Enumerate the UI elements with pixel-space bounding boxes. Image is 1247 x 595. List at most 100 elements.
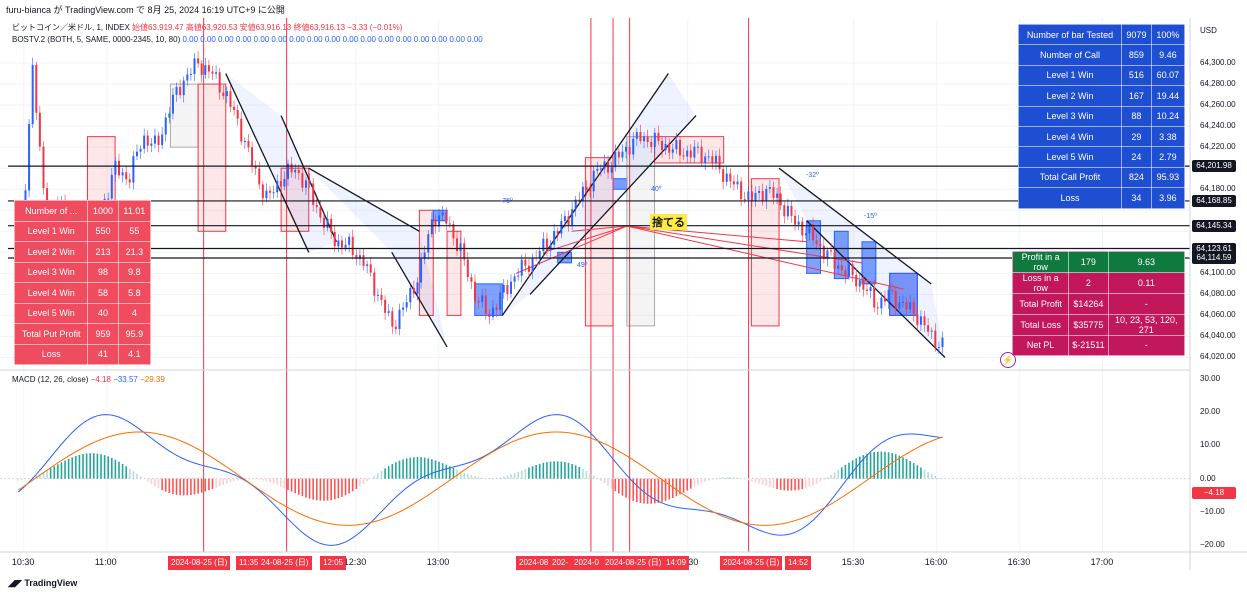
candle-body — [369, 264, 372, 273]
time-highlight-label: 2024-08-25 (日) — [602, 556, 665, 570]
time-tick-label: 13:00 — [426, 557, 450, 567]
profit-stat-row: Net PL $-21511- — [1011, 334, 1186, 356]
macd-histogram-bar — [837, 469, 840, 479]
profit-stat-label: Loss in a row — [1011, 272, 1070, 294]
macd-histogram-bar — [790, 478, 793, 491]
candle-body — [110, 174, 113, 199]
macd-histogram-bar — [236, 478, 239, 481]
channel-line — [806, 220, 946, 358]
candle-body — [585, 186, 588, 191]
candle-body — [812, 224, 815, 241]
macd-histogram-bar — [258, 478, 261, 480]
put-stat-pct: 9.8 — [117, 261, 152, 283]
annotation-arrow — [571, 225, 627, 232]
macd-histogram-bar — [636, 478, 638, 503]
signal-box — [889, 272, 918, 316]
macd-histogram-bar — [909, 460, 911, 479]
candle-body — [423, 252, 426, 259]
candle-body — [236, 109, 239, 119]
candle-body — [750, 191, 753, 201]
tradingview-logo[interactable]: ◢◤ TradingView — [8, 578, 77, 589]
macd-histogram-bar — [132, 471, 135, 479]
symbol-legend[interactable]: ビットコイン／米ドル, 1, INDEX 始値63,919.47 高値63,92… — [12, 22, 402, 33]
time-highlight-label: 14:09 — [663, 556, 690, 570]
candle-body — [153, 135, 156, 144]
macd-histogram-bar — [333, 478, 336, 500]
macd-histogram-bar — [477, 477, 480, 479]
macd-histogram-bar — [323, 478, 325, 501]
macd-histogram-bar — [28, 478, 30, 479]
candle-body — [725, 173, 728, 182]
macd-histogram-bar — [808, 478, 811, 487]
macd-histogram-bar — [373, 475, 376, 479]
candle-body — [240, 118, 243, 142]
candle-body — [189, 73, 192, 75]
indicator-legend[interactable]: BOSTV.2 (BOTH, 5, SAME, 0000-2345, 10, 8… — [12, 35, 483, 44]
time-tick-label: 17:00 — [1090, 557, 1114, 567]
candle-body — [553, 231, 556, 245]
indicator-name: BOSTV.2 (BOTH, 5, SAME, 0000-2345, 10, 8… — [12, 35, 181, 44]
time-tick-label: 10:30 — [11, 557, 35, 567]
macd-histogram-bar — [513, 473, 516, 479]
macd-tick-label: 20.00 — [1200, 407, 1221, 416]
macd-legend[interactable]: MACD (12, 26, close) −4.18 −33.57 −29.39 — [12, 375, 165, 384]
macd-histogram-bar — [463, 472, 466, 479]
macd-histogram-bar — [823, 478, 825, 480]
time-highlight-label: 12:05 — [320, 556, 347, 570]
macd-histogram-bar — [39, 473, 41, 479]
macd-histogram-bar — [567, 462, 570, 479]
macd-histogram-bar — [452, 468, 455, 479]
macd-histogram-bar — [229, 478, 232, 483]
put-stat-pct: 11.01 — [117, 200, 152, 222]
candle-body — [409, 287, 412, 303]
currency-label[interactable]: USD — [1200, 26, 1217, 35]
put-stats-table: Number of ... 1000 11.01 Level 1 Win 550 55 Le… — [13, 200, 152, 365]
call-stat-label: Level 2 Win — [1017, 85, 1123, 107]
candle-body — [463, 243, 466, 260]
candle-body — [348, 236, 351, 245]
put-stat-count: 213 — [87, 241, 119, 263]
macd-histogram-bar — [646, 478, 649, 504]
call-stat-count: 24 — [1121, 146, 1152, 168]
candle-body — [621, 151, 624, 158]
put-stat-pct: 21.3 — [117, 241, 152, 263]
lightning-icon[interactable]: ⚡ — [1000, 352, 1016, 368]
macd-histogram-bar — [941, 478, 944, 480]
candle-body — [520, 259, 523, 276]
profit-stat-pct: - — [1107, 293, 1186, 315]
channel-line — [308, 167, 420, 232]
candle-body — [35, 64, 38, 113]
macd-histogram-bar — [71, 457, 74, 479]
candle-body — [456, 238, 459, 252]
call-stat-label: Number of bar Tested — [1017, 23, 1123, 46]
put-stat-pct: 95.9 — [117, 323, 152, 345]
macd-histogram-bar — [520, 470, 523, 479]
macd-histogram-bar — [855, 458, 858, 479]
channel-line — [391, 251, 448, 348]
macd-histogram-bar — [42, 472, 45, 479]
time-highlight-label: 2024-08-25 (日) — [168, 556, 231, 570]
call-stat-pct: 9.46 — [1150, 44, 1186, 66]
candle-body — [269, 190, 272, 193]
candle-body — [736, 181, 739, 185]
macd-histogram-bar — [675, 478, 678, 497]
candle-body — [143, 135, 146, 149]
angle-label: 40º — [651, 186, 662, 193]
macd-histogram-bar — [693, 478, 696, 487]
candle-body — [427, 234, 430, 253]
macd-histogram-bar — [420, 457, 422, 479]
candle-body — [858, 280, 861, 287]
macd-histogram-bar — [761, 478, 764, 485]
candle-body — [254, 166, 257, 169]
macd-histogram-bar — [585, 470, 588, 479]
candle-body — [689, 150, 692, 158]
macd-histogram-bar — [556, 461, 559, 479]
macd-histogram-bar — [718, 477, 721, 479]
candle-body — [538, 250, 541, 258]
candle-body — [362, 255, 365, 266]
macd-tick-label: 30.00 — [1200, 373, 1221, 383]
candle-body — [132, 156, 135, 183]
macd-histogram-bar — [686, 478, 688, 491]
macd-histogram-bar — [682, 478, 685, 493]
candle-body — [207, 65, 210, 72]
